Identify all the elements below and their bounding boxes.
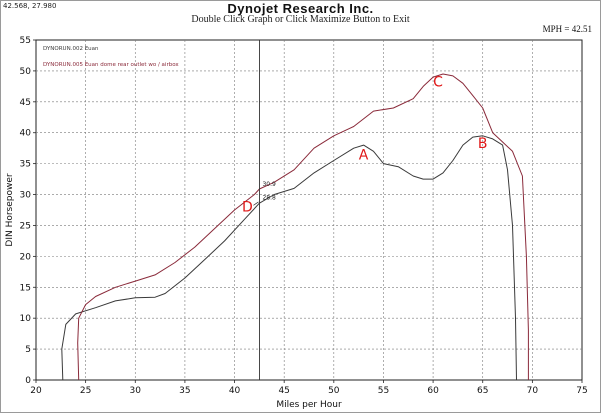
cursor-value-run2: 30.9 [262,181,276,188]
annotation-c: C [433,74,443,90]
y-tick-label: 45 [20,98,31,108]
x-tick-label: 25 [80,386,91,396]
x-tick-label: 60 [427,386,439,396]
x-tick-label: 30 [130,386,142,396]
chart-legend: DYNORUN.002 Euan DYNORUN.005 Euan dome re… [43,46,179,68]
y-tick-label: 40 [20,129,32,139]
cursor-mph-readout: MPH = 42.51 [542,24,592,34]
y-tick-label: 25 [20,221,31,231]
x-axis-label: Miles per Hour [276,400,342,410]
x-tick-label: 50 [328,386,340,396]
chart-grid [35,39,583,381]
y-tick-label: 35 [20,160,31,170]
cursor-value-run1: 28.8 [262,194,276,201]
graph-title: Dynojet Research Inc. [227,1,374,16]
chart-annotations: A B C D [242,74,487,215]
series-line-2 [77,73,529,381]
plot-area-border [35,39,583,381]
y-tick-label: 15 [20,283,31,293]
legend-entry-1: DYNORUN.002 Euan [43,46,99,52]
y-tick-label: 55 [20,36,31,46]
y-tick-label: 20 [20,252,32,262]
series-line-1 [61,135,517,381]
y-tick-label: 10 [20,314,32,324]
exit-instruction: Double Click Graph or Click Maximize But… [191,14,410,25]
y-tick-label: 5 [25,345,31,355]
y-tick-label: 30 [20,191,32,201]
x-tick-label: 55 [378,386,389,396]
x-tick-label: 75 [576,386,587,396]
y-axis-label: DIN Horsepower [5,173,15,246]
y-tick-label: 0 [25,376,31,386]
legend-entry-2: DYNORUN.005 Euan dome rear outlet wo / a… [43,62,179,68]
x-tick-label: 45 [278,386,289,396]
x-tick-label: 65 [477,386,488,396]
annotation-d: D [242,199,253,215]
mouse-coordinates-readout: 42.568, 27.980 [3,2,57,10]
chart-series [61,73,529,381]
cursor-line-group: 30.9 28.8 [259,40,276,380]
x-tick-label: 70 [527,386,539,396]
annotation-b: B [478,136,488,152]
x-tick-label: 40 [229,386,241,396]
y-tick-label: 50 [20,67,32,77]
annotation-d-leader [253,201,259,206]
x-tick-label: 35 [179,386,190,396]
axis-ticks: 20 25 30 35 40 45 50 55 60 65 70 75 0 5 10 15 20 25 30 35 40… [20,36,588,396]
x-tick-label: 20 [30,386,42,396]
annotation-a: A [359,147,369,163]
